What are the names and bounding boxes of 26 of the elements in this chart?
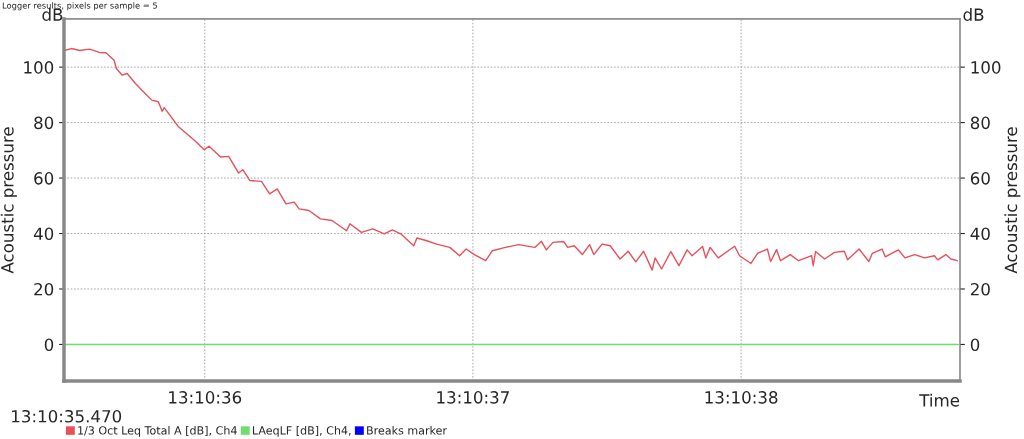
legend-label: LAeqLF [dB], Ch4, xyxy=(253,426,351,437)
line-series xyxy=(64,47,958,271)
chart-title: Logger results, pixels per sample = 5 xyxy=(2,2,157,11)
y2-tick-label: 20 xyxy=(970,282,990,296)
y2-axis-title: Acoustic pressure xyxy=(1004,127,1021,274)
y2-tick-label: 100 xyxy=(971,61,1001,74)
text: dB xyxy=(963,8,984,21)
y-axis-title: Acoustic pressure xyxy=(0,127,17,274)
y2-tick-label: 40 xyxy=(970,227,990,241)
y2-tick-label: 60 xyxy=(970,172,990,185)
y-tick-label: 100 xyxy=(24,61,54,74)
y-tick-label: 80 xyxy=(34,116,54,130)
x-axis-title: Time xyxy=(919,393,960,407)
y2-tick-label: 0 xyxy=(970,338,980,352)
legend-label: 1/3 Oct Leq Total A [dB], Ch4 xyxy=(78,426,237,437)
x-tick-label: 13:10:36 xyxy=(169,391,242,404)
y-tick-label: 60 xyxy=(34,172,54,185)
y-tick-label: 0 xyxy=(44,338,54,352)
text: 13:10:35.470 xyxy=(12,409,122,423)
x-tick-label: 13:10:38 xyxy=(705,391,778,404)
legend-label: Breaks marker xyxy=(367,426,447,435)
y-tick-label: 20 xyxy=(34,282,54,296)
x-tick-label: 13:10:37 xyxy=(437,391,509,404)
y-tick-label: 40 xyxy=(33,227,54,241)
y2-tick-label: 80 xyxy=(970,116,990,130)
text: dB xyxy=(42,8,63,21)
